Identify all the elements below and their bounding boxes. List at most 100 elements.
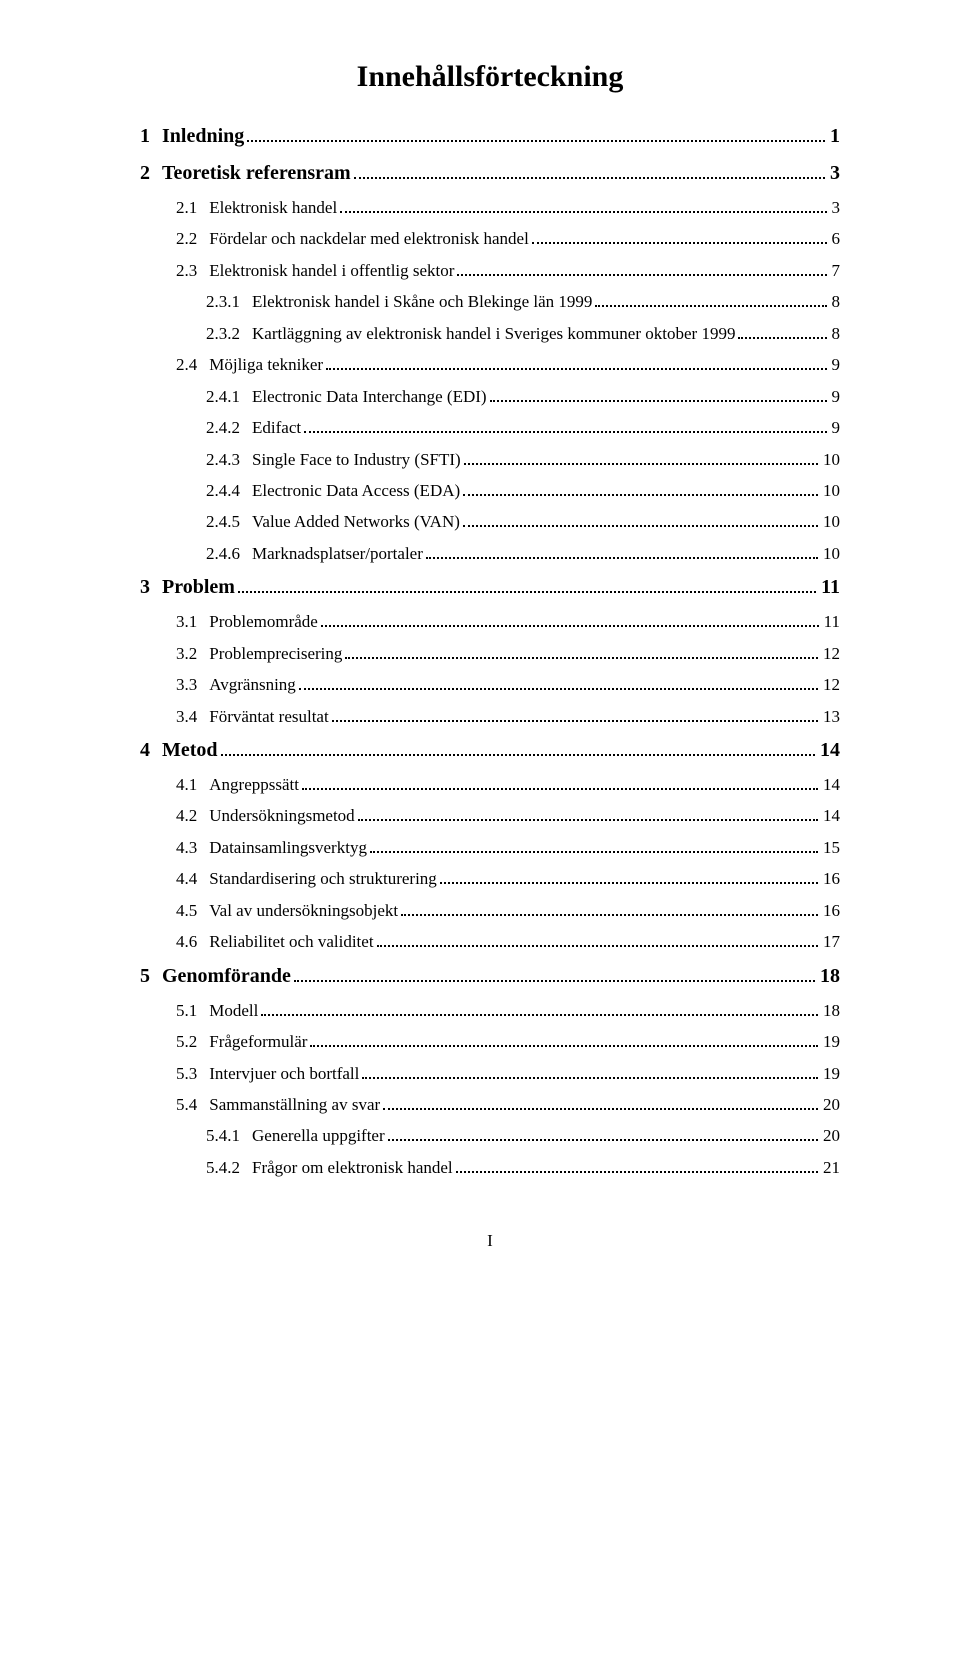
toc-entry-number: 2.4.4 bbox=[206, 475, 252, 506]
toc-leader-dots bbox=[738, 337, 826, 339]
toc-entry: 5.1Modell18 bbox=[140, 995, 840, 1026]
toc-entry: 4.3Datainsamlingsverktyg15 bbox=[140, 832, 840, 863]
toc-entry-text: Electronic Data Access (EDA) bbox=[252, 475, 460, 506]
toc-entry-page: 16 bbox=[821, 863, 840, 894]
toc-entry-number: 4.2 bbox=[176, 800, 209, 831]
toc-entry: 2.3.1Elektronisk handel i Skåne och Blek… bbox=[140, 286, 840, 317]
toc-entry-page: 10 bbox=[821, 506, 840, 537]
toc-entry-text: Modell bbox=[209, 995, 258, 1026]
toc-entry-page: 14 bbox=[818, 732, 840, 769]
toc-leader-dots bbox=[358, 819, 818, 821]
toc-entry: 3.2Problemprecisering12 bbox=[140, 638, 840, 669]
toc-entry-number: 3.1 bbox=[176, 606, 209, 637]
toc-entry: 5.3Intervjuer och bortfall19 bbox=[140, 1058, 840, 1089]
toc-entry: 2.3Elektronisk handel i offentlig sektor… bbox=[140, 255, 840, 286]
toc-entry: 2.1Elektronisk handel3 bbox=[140, 192, 840, 223]
toc-entry-number: 5.2 bbox=[176, 1026, 209, 1057]
toc-entry: 3.1Problemområde11 bbox=[140, 606, 840, 637]
toc-entry-text: Reliabilitet och validitet bbox=[209, 926, 373, 957]
toc-leader-dots bbox=[370, 851, 818, 853]
toc-entry-number: 4.1 bbox=[176, 769, 209, 800]
toc-entry-text: Fördelar och nackdelar med elektronisk h… bbox=[209, 223, 529, 254]
toc-entry: 2.4.2Edifact9 bbox=[140, 412, 840, 443]
toc-entry-text: Frågeformulär bbox=[209, 1026, 307, 1057]
toc-leader-dots bbox=[377, 945, 818, 947]
toc-entry-page: 7 bbox=[830, 255, 841, 286]
toc-entry-number: 2.4.2 bbox=[206, 412, 252, 443]
toc-entry-page: 9 bbox=[830, 349, 841, 380]
toc-entry-text: Edifact bbox=[252, 412, 301, 443]
toc-entry-number: 5.4.2 bbox=[206, 1152, 252, 1183]
toc-entry: 2.2Fördelar och nackdelar med elektronis… bbox=[140, 223, 840, 254]
toc-entry-text: Elektronisk handel i offentlig sektor bbox=[209, 255, 454, 286]
toc-entry-text: Val av undersökningsobjekt bbox=[209, 895, 398, 926]
toc-leader-dots bbox=[326, 368, 826, 370]
toc-entry: 4.6Reliabilitet och validitet17 bbox=[140, 926, 840, 957]
toc-leader-dots bbox=[304, 431, 826, 433]
toc-entry-number: 4.4 bbox=[176, 863, 209, 894]
toc-entry: 2.4Möjliga tekniker 9 bbox=[140, 349, 840, 380]
toc-leader-dots bbox=[332, 720, 818, 722]
toc-entry-number: 2.4 bbox=[176, 349, 209, 380]
toc-entry-page: 14 bbox=[821, 800, 840, 831]
toc-entry-text: Inledning bbox=[162, 118, 244, 155]
toc-entry-page: 20 bbox=[821, 1089, 840, 1120]
toc-entry-page: 1 bbox=[828, 118, 840, 155]
toc-entry-number: 5.3 bbox=[176, 1058, 209, 1089]
toc-leader-dots bbox=[310, 1045, 818, 1047]
toc-leader-dots bbox=[440, 882, 818, 884]
toc-entry: 3.4Förväntat resultat13 bbox=[140, 701, 840, 732]
toc-leader-dots bbox=[238, 591, 816, 593]
toc-entry: 5.2Frågeformulär19 bbox=[140, 1026, 840, 1057]
toc-entry-page: 17 bbox=[821, 926, 840, 957]
toc-entry-number: 3.3 bbox=[176, 669, 209, 700]
toc-entry-text: Problemområde bbox=[209, 606, 318, 637]
toc-entry-text: Frågor om elektronisk handel bbox=[252, 1152, 453, 1183]
toc-entry-page: 6 bbox=[830, 223, 841, 254]
toc-leader-dots bbox=[221, 754, 815, 756]
toc-leader-dots bbox=[426, 557, 818, 559]
toc-entry: 4.1Angreppssätt14 bbox=[140, 769, 840, 800]
toc-entry-text: Elektronisk handel i Skåne och Blekinge … bbox=[252, 286, 592, 317]
toc-entry: 5.4.1Generella uppgifter20 bbox=[140, 1120, 840, 1151]
toc-entry-text: Standardisering och strukturering bbox=[209, 863, 437, 894]
toc-leader-dots bbox=[345, 657, 818, 659]
toc-leader-dots bbox=[321, 625, 819, 627]
toc-leader-dots bbox=[464, 463, 818, 465]
toc-leader-dots bbox=[463, 494, 818, 496]
toc-entry-number: 2.2 bbox=[176, 223, 209, 254]
toc-leader-dots bbox=[362, 1077, 818, 1079]
toc-entry: 3Problem 11 bbox=[140, 569, 840, 606]
toc-entry-text: Genomförande bbox=[162, 958, 291, 995]
toc-entry-text: Problemprecisering bbox=[209, 638, 342, 669]
toc-entry-text: Avgränsning bbox=[209, 669, 296, 700]
toc-entry-page: 18 bbox=[821, 995, 840, 1026]
toc-entry-text: Marknadsplatser/portaler bbox=[252, 538, 423, 569]
toc-entry-page: 11 bbox=[819, 569, 840, 606]
toc-entry-page: 9 bbox=[830, 381, 841, 412]
toc-entry-number: 2.1 bbox=[176, 192, 209, 223]
toc-page: Innehållsförteckning 1Inledning12Teoreti… bbox=[0, 0, 960, 1291]
toc-entry-page: 16 bbox=[821, 895, 840, 926]
toc-entry-text: Value Added Networks (VAN) bbox=[252, 506, 460, 537]
toc-leader-dots bbox=[456, 1171, 818, 1173]
toc-leader-dots bbox=[388, 1139, 818, 1141]
toc-entry: 2.4.5Value Added Networks (VAN)10 bbox=[140, 506, 840, 537]
toc-entry-number: 3 bbox=[140, 569, 162, 606]
toc-entry: 5Genomförande18 bbox=[140, 958, 840, 995]
toc-entry-text: Möjliga tekniker bbox=[209, 349, 323, 380]
toc-entry-page: 19 bbox=[821, 1058, 840, 1089]
toc-entry-number: 4 bbox=[140, 732, 162, 769]
toc-leader-dots bbox=[457, 274, 826, 276]
toc-entry-number: 2.3.2 bbox=[206, 318, 252, 349]
toc-entry: 4.2Undersökningsmetod 14 bbox=[140, 800, 840, 831]
toc-entry-text: Problem bbox=[162, 569, 235, 606]
toc-leader-dots bbox=[354, 177, 825, 179]
toc-entry-text: Undersökningsmetod bbox=[209, 800, 354, 831]
toc-entry-page: 8 bbox=[830, 286, 841, 317]
toc-entry-page: 3 bbox=[830, 192, 841, 223]
toc-entry-number: 5.4.1 bbox=[206, 1120, 252, 1151]
toc-entry-number: 4.5 bbox=[176, 895, 209, 926]
toc-entry-number: 5 bbox=[140, 958, 162, 995]
toc-entry: 4.4Standardisering och strukturering 16 bbox=[140, 863, 840, 894]
